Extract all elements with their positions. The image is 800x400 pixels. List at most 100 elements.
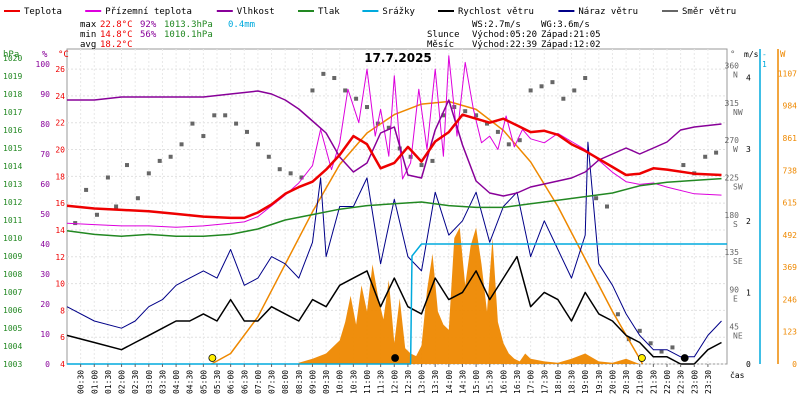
wind-direction-point [365,105,369,110]
axis-label-w: W [780,50,786,60]
x-tick-label: 18:30 [568,370,577,394]
axis-label-ms: m/s [744,50,759,59]
wind-direction-point [299,175,304,180]
wind-direction-point [572,88,577,93]
x-tick-label: 18:00 [554,370,563,394]
tick-label-direction: 90 [729,285,739,294]
tick-label-humidity: 100 [36,60,51,69]
x-tick-label: 23:00 [690,370,699,394]
wind-direction-point [277,167,282,172]
pressure-line [66,177,722,237]
tick-label-hpa: 1017 [3,108,22,117]
stat-min-label: min [80,30,96,40]
wind-direction-point [95,212,99,217]
temperature-line [66,113,722,220]
tick-label-temp: 16 [55,199,65,208]
wind-direction-point [343,88,348,93]
tick-label-hpa: 1007 [3,288,22,297]
tick-label-w: 0 [792,360,797,369]
info-moon-label: Měsíc [427,40,454,50]
tick-label-w: 369 [783,263,798,272]
tick-label-direction-name: SE [733,257,743,266]
axis-label-direction: ° [730,50,735,60]
tick-label-temp: 4 [60,360,65,369]
x-tick-label: 05:00 [199,370,208,394]
legend-label-prizemni: Přízemní teplota [105,7,192,17]
info-wg: WG:3.6m/s [541,20,590,30]
wind-direction-point [539,84,544,89]
wind-direction-point [485,121,489,126]
x-tick-label: 04:30 [186,370,195,394]
tick-label-hpa: 1004 [3,342,22,351]
x-tick-label: 16:30 [513,370,522,394]
axis-label-mm: - [762,50,767,59]
precipitation-line [67,243,727,365]
x-tick-label: 10:30 [349,370,358,394]
tick-label-direction: 180 [725,211,740,220]
info-sun-rise: Východ:05:20 [472,30,537,40]
wind-direction-point [255,142,260,147]
axis-label-hpa: hPa [3,50,19,60]
x-tick-label: 22:30 [677,370,686,394]
tick-label-hpa: 1011 [3,216,22,225]
tick-label-w: 246 [783,295,798,304]
x-tick-label: 14:00 [445,370,454,394]
stat-min-pressure: 1010.1hPa [164,30,213,40]
wind-direction-point [419,163,424,168]
wind-direction-point [234,121,239,126]
tick-label-humidity: 0 [45,360,50,369]
tick-label-humidity: 60 [40,180,50,189]
x-tick-label: 15:30 [486,370,495,394]
tick-label-direction: 315 [725,99,740,108]
wind-direction-point [212,113,217,118]
info-sun-set: Západ:21:05 [541,30,601,40]
x-tick-label: 23:30 [704,370,713,394]
x-tick-label: 13:00 [418,370,427,394]
info-ws: WS:2.7m/s [472,20,521,30]
legend-label-vlhkost: Vlhkost [237,7,275,17]
tick-label-ms: 3 [746,145,751,154]
solar-radiation-line [211,100,644,365]
tick-label-direction: 135 [725,248,740,257]
wind-direction-point [659,349,664,354]
tick-label-w: 492 [783,231,798,240]
tick-label-w: 1107 [778,69,797,78]
tick-label-temp: 18 [55,172,65,181]
wind-direction-point [157,158,162,163]
x-tick-label: 16:00 [499,370,508,394]
wind-direction-point [441,113,446,118]
tick-label-hpa: 1019 [3,72,22,81]
wind-direction-point [332,76,337,81]
wind-direction-point [105,175,110,180]
wind-direction-point [354,96,359,101]
tick-label-hpa: 1008 [3,270,22,279]
tick-label-hpa: 1005 [3,324,22,333]
tick-label-humidity: 70 [40,150,50,159]
plot-area [66,48,728,365]
x-tick-label: 09:00 [308,370,317,394]
tick-label-hpa: 1010 [3,234,22,243]
tick-label-humidity: 30 [40,270,50,279]
tick-label-hpa: 1015 [3,144,22,153]
legend-label-rychlost: Rychlost větru [458,7,534,17]
stat-max-label: max [80,20,97,30]
tick-label-temp: 8 [60,306,65,315]
wind-direction-point [681,163,686,168]
wind-gust-line [66,141,722,358]
wind-direction-point [223,113,228,118]
legend-label-srazky: Srážky [382,7,415,17]
wind-direction-point [408,154,413,159]
x-tick-label: 08:30 [295,370,304,394]
x-tick-label: 06:30 [240,370,249,394]
wind-direction-point [179,142,184,147]
x-tick-label: 11:00 [363,370,372,394]
x-tick-label: 13:30 [431,370,440,394]
info-moon-set: Západ:12:02 [541,40,601,50]
wind-direction-point [135,196,140,201]
wind-direction-point [114,204,119,209]
wind-direction-point [266,154,271,159]
x-tick-label: 22:00 [663,370,672,394]
x-tick-label: 09:30 [322,370,331,394]
tick-label-direction: 270 [725,136,740,145]
